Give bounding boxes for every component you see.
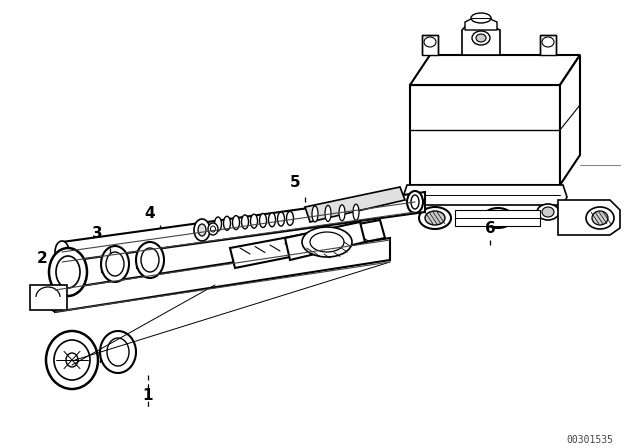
Text: 2: 2: [36, 250, 47, 266]
Ellipse shape: [49, 248, 87, 296]
Polygon shape: [560, 55, 580, 185]
Ellipse shape: [100, 331, 136, 373]
Polygon shape: [422, 35, 438, 55]
Ellipse shape: [592, 211, 608, 225]
Ellipse shape: [542, 37, 554, 47]
Ellipse shape: [312, 206, 318, 222]
Ellipse shape: [287, 211, 294, 225]
Ellipse shape: [489, 212, 507, 224]
Text: 3: 3: [92, 225, 102, 241]
Ellipse shape: [46, 331, 98, 389]
Ellipse shape: [325, 205, 331, 221]
Text: 6: 6: [484, 220, 495, 236]
Ellipse shape: [136, 242, 164, 278]
Ellipse shape: [476, 34, 486, 42]
Ellipse shape: [54, 340, 90, 380]
Ellipse shape: [107, 338, 129, 366]
Ellipse shape: [55, 241, 69, 263]
Text: 00301535: 00301535: [566, 435, 614, 445]
Ellipse shape: [483, 208, 513, 228]
Ellipse shape: [211, 226, 216, 232]
Ellipse shape: [66, 353, 78, 367]
Polygon shape: [230, 220, 385, 268]
Ellipse shape: [259, 214, 266, 228]
Polygon shape: [47, 290, 55, 312]
Ellipse shape: [425, 211, 445, 225]
Polygon shape: [410, 55, 580, 85]
Ellipse shape: [310, 232, 344, 252]
Ellipse shape: [411, 195, 419, 209]
Polygon shape: [462, 22, 500, 55]
Polygon shape: [540, 35, 556, 55]
Ellipse shape: [208, 223, 218, 235]
Ellipse shape: [542, 207, 554, 217]
Ellipse shape: [241, 215, 248, 229]
Polygon shape: [55, 238, 390, 312]
Ellipse shape: [419, 207, 451, 229]
Ellipse shape: [194, 219, 210, 241]
Ellipse shape: [101, 246, 129, 282]
Ellipse shape: [198, 224, 206, 236]
Ellipse shape: [269, 213, 275, 227]
Ellipse shape: [106, 252, 124, 276]
Ellipse shape: [472, 31, 490, 45]
Polygon shape: [62, 192, 425, 262]
Ellipse shape: [424, 37, 436, 47]
Ellipse shape: [586, 207, 614, 229]
Polygon shape: [30, 285, 67, 310]
Text: 1: 1: [143, 388, 153, 402]
Polygon shape: [455, 210, 540, 226]
Ellipse shape: [232, 215, 239, 229]
Ellipse shape: [353, 204, 359, 220]
Polygon shape: [285, 222, 365, 260]
Polygon shape: [558, 200, 620, 235]
Ellipse shape: [302, 227, 352, 257]
Ellipse shape: [339, 205, 345, 221]
Polygon shape: [403, 185, 567, 205]
Ellipse shape: [278, 212, 285, 226]
Polygon shape: [465, 15, 497, 30]
Polygon shape: [305, 187, 405, 222]
Ellipse shape: [537, 204, 559, 220]
Polygon shape: [410, 85, 560, 185]
Text: 4: 4: [145, 206, 156, 220]
Ellipse shape: [214, 217, 221, 231]
Ellipse shape: [223, 216, 230, 230]
Ellipse shape: [407, 191, 423, 213]
Ellipse shape: [250, 214, 257, 228]
Ellipse shape: [141, 248, 159, 272]
Ellipse shape: [56, 256, 80, 288]
Text: 5: 5: [290, 175, 300, 190]
Ellipse shape: [471, 13, 491, 23]
